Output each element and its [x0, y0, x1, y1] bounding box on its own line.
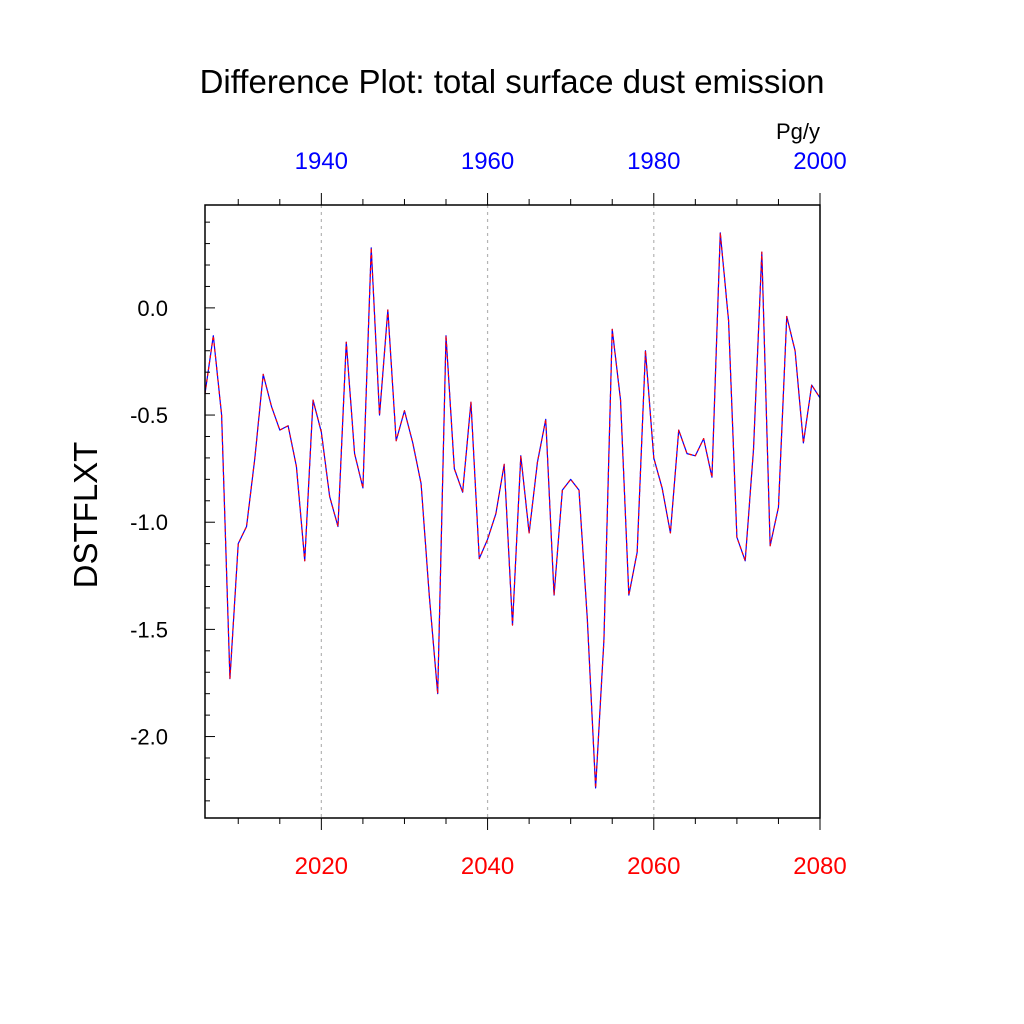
y-axis-label: DSTFLXT	[67, 442, 104, 589]
vertical-gridlines	[320, 205, 655, 818]
y-tick-label: -0.5	[130, 403, 168, 428]
y-tick-label: -2.0	[130, 725, 168, 750]
bottom-x-axis: 2020 2040 2060 2080	[237, 818, 847, 880]
top-tick-label: 1960	[461, 148, 514, 175]
y-tick-label: 0.0	[137, 296, 168, 321]
top-tick-label: 1940	[295, 148, 348, 175]
bottom-tick-label: 2020	[295, 853, 348, 880]
y-tick-label: -1.5	[130, 617, 168, 642]
y-axis: 0.0 -0.5 -1.0 -1.5 -2.0	[130, 221, 215, 802]
bottom-tick-label: 2040	[461, 853, 514, 880]
y-tick-label: -1.0	[130, 510, 168, 535]
top-tick-label: 2000	[793, 148, 846, 175]
units-label: Pg/y	[776, 119, 820, 144]
top-x-axis: 1940 1960 1980 2000	[237, 148, 847, 205]
data-series	[204, 232, 821, 789]
bottom-tick-label: 2080	[793, 853, 846, 880]
top-tick-label: 1980	[627, 148, 680, 175]
series-line-blue	[204, 232, 821, 789]
bottom-tick-label: 2060	[627, 853, 680, 880]
series-line-red	[204, 232, 821, 789]
chart-title: Difference Plot: total surface dust emis…	[200, 63, 825, 100]
plot-frame	[204, 204, 821, 819]
